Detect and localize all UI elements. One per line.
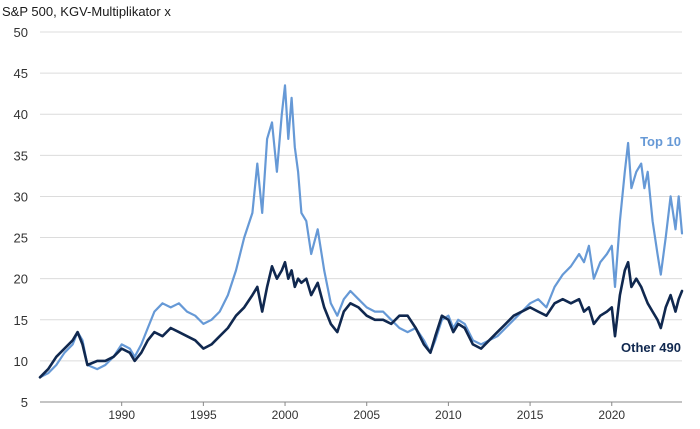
- y-tick-label: 50: [14, 25, 28, 40]
- x-tick-label: 1990: [108, 408, 135, 422]
- y-tick-label: 30: [14, 189, 28, 204]
- x-tick-label: 1995: [190, 408, 217, 422]
- gridlines: [40, 31, 682, 362]
- series-label-top-10: Top 10: [640, 134, 681, 149]
- series-labels: Top 10 Other 490: [621, 134, 681, 355]
- x-tick-label: 2020: [598, 408, 625, 422]
- y-tick-label: 15: [14, 313, 28, 328]
- series-lines: [38, 84, 684, 379]
- y-tick-label: 25: [14, 231, 28, 246]
- series-line-top-10: [38, 84, 684, 379]
- chart-title: S&P 500, KGV-Multiplikator x: [2, 4, 171, 19]
- x-tick-label: 2000: [272, 408, 299, 422]
- x-tick-label: 2005: [353, 408, 380, 422]
- x-tick-label: 2010: [435, 408, 462, 422]
- series-line-other-490: [38, 260, 684, 379]
- x-tick-label: 2015: [517, 408, 544, 422]
- y-tick-label: 5: [21, 395, 28, 410]
- y-tick-label: 40: [14, 107, 28, 122]
- y-axis: 5 10 15 20 25 30 35 40 45 50: [14, 25, 28, 410]
- y-tick-label: 20: [14, 272, 28, 287]
- x-axis: 1990 1995 2000 2005 2010 2015 2020: [40, 401, 682, 422]
- y-tick-label: 35: [14, 148, 28, 163]
- series-label-other-490: Other 490: [621, 340, 681, 355]
- y-tick-label: 45: [14, 66, 28, 81]
- y-tick-label: 10: [14, 354, 28, 369]
